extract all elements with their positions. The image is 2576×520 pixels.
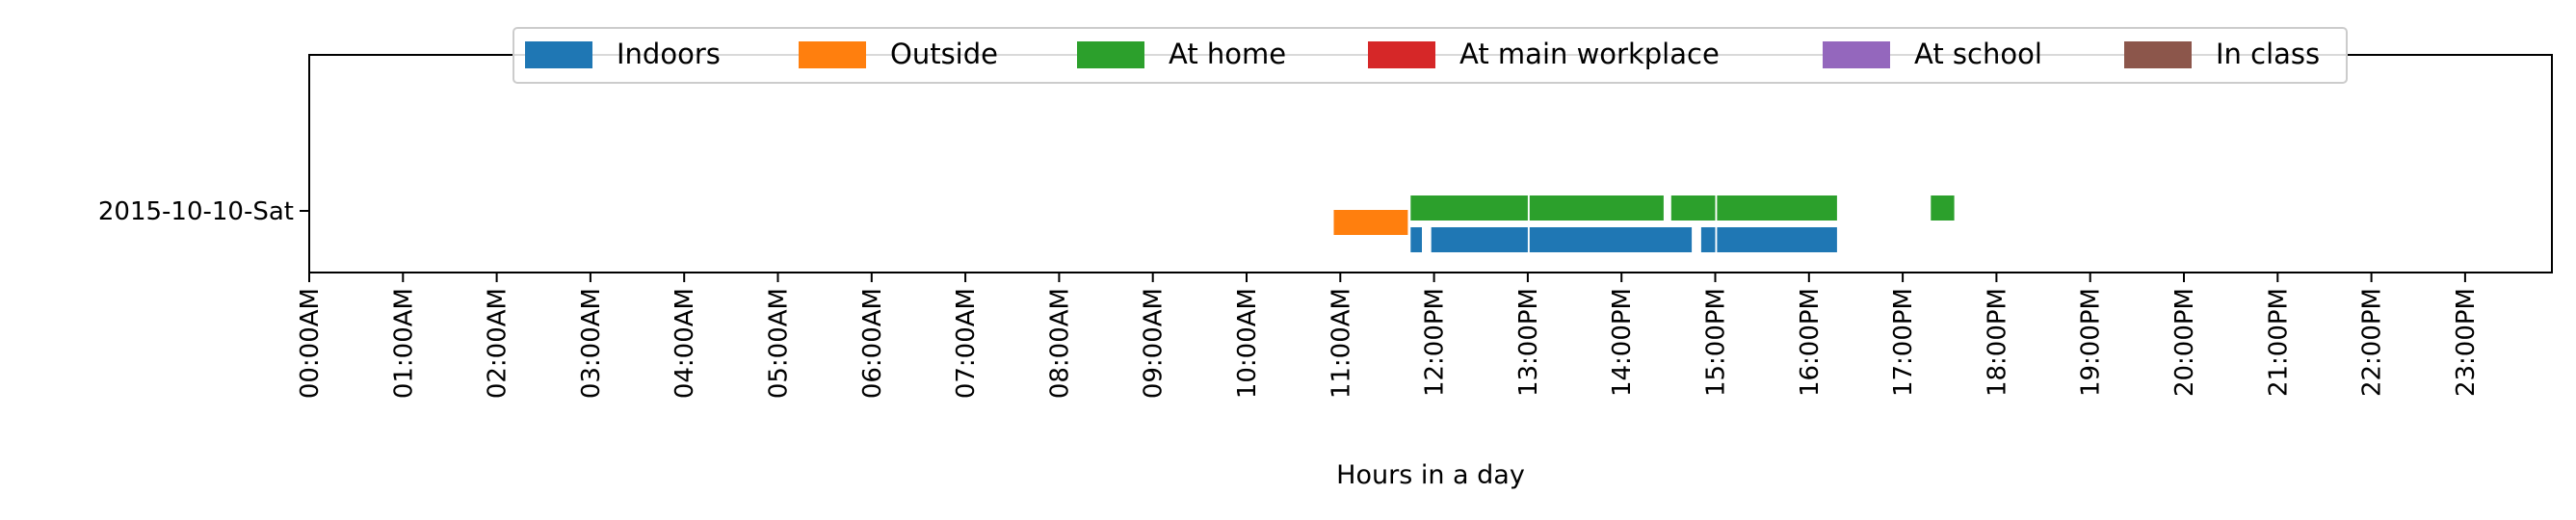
- activity-bars: [1333, 195, 1955, 252]
- x-tick-label: 01:00AM: [389, 288, 418, 399]
- legend: Indoors Outside At home At main workplace At…: [513, 27, 2348, 84]
- x-tick-label: 16:00PM: [1796, 288, 1825, 397]
- bar-at-home: [1529, 195, 1664, 221]
- x-tick-label: 21:00PM: [2264, 288, 2293, 397]
- x-tick-label: 03:00AM: [577, 288, 606, 399]
- bar-indoors: [1410, 227, 1422, 252]
- x-tick-label: 04:00AM: [670, 288, 699, 399]
- legend-label: At school: [1914, 38, 2042, 70]
- bar-indoors: [1431, 227, 1528, 252]
- bar-outside: [1333, 210, 1408, 235]
- x-tick-label: 08:00AM: [1045, 288, 1074, 399]
- x-tick-label: 02:00AM: [484, 288, 513, 399]
- x-tick-label: 05:00AM: [765, 288, 794, 399]
- legend-swatch: [1823, 41, 1890, 68]
- x-tick-label: 12:00PM: [1421, 288, 1450, 397]
- legend-label: At home: [1169, 38, 1286, 70]
- legend-label: At main workplace: [1459, 38, 1720, 70]
- x-tick-label: 17:00PM: [1889, 288, 1918, 397]
- x-tick-label: 09:00AM: [1140, 288, 1169, 399]
- x-tick-label: 23:00PM: [2452, 288, 2481, 397]
- x-axis-label: Hours in a day: [1336, 460, 1525, 490]
- bar-at-home: [1717, 195, 1837, 221]
- x-tick-label: 13:00PM: [1514, 288, 1543, 397]
- bar-indoors: [1717, 227, 1837, 252]
- x-axis-ticks: 00:00AM 01:00AM 02:00AM 03:00AM 04:00AM 05:00…: [296, 273, 2481, 399]
- x-tick-label: 20:00PM: [2170, 288, 2199, 397]
- x-tick-label: 11:00AM: [1327, 288, 1355, 399]
- y-tick-label: 2015-10-10-Sat: [98, 197, 294, 226]
- bar-at-home: [1410, 195, 1528, 221]
- bar-indoors: [1529, 227, 1693, 252]
- x-tick-label: 19:00PM: [2077, 288, 2106, 397]
- x-tick-label: 22:00PM: [2358, 288, 2387, 397]
- legend-label: Indoors: [617, 38, 721, 70]
- x-tick-label: 06:00AM: [858, 288, 887, 399]
- x-tick-label: 15:00PM: [1702, 288, 1731, 397]
- plot-frame: [308, 54, 2553, 273]
- legend-swatch: [525, 41, 592, 68]
- legend-label: In class: [2216, 38, 2320, 70]
- legend-swatch: [799, 41, 866, 68]
- x-tick-label: 10:00AM: [1233, 288, 1262, 399]
- x-tick-label: 14:00PM: [1608, 288, 1637, 397]
- x-tick-label: 18:00PM: [1983, 288, 2011, 397]
- legend-swatch: [1077, 41, 1144, 68]
- x-tick-label: 00:00AM: [296, 288, 325, 399]
- y-axis-ticks: 2015-10-10-Sat: [98, 197, 309, 226]
- legend-swatch: [2124, 41, 2192, 68]
- bar-indoors: [1700, 227, 1716, 252]
- bar-at-home: [1931, 195, 1955, 221]
- x-tick-label: 07:00AM: [952, 288, 981, 399]
- legend-label: Outside: [890, 38, 998, 70]
- bar-at-home: [1670, 195, 1716, 221]
- legend-swatch: [1368, 41, 1435, 68]
